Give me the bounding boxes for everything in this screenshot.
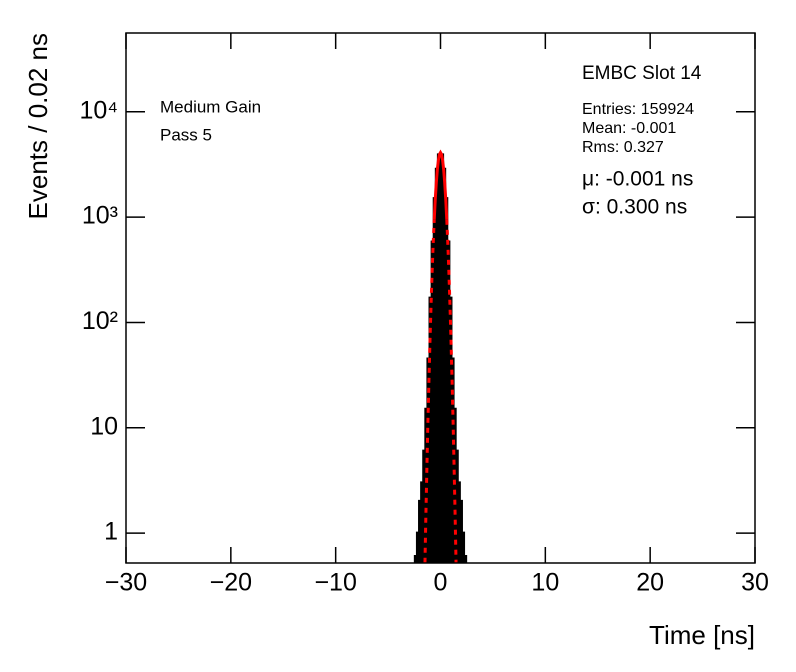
bar: [462, 554, 468, 563]
y-tick-label: 10²: [82, 307, 118, 335]
x-axis-label: Time [ns]: [649, 620, 755, 650]
y-axis-label: Events / 0.02 ns: [23, 33, 53, 219]
y-tick-label: 1: [104, 518, 118, 546]
x-tick-label: 30: [741, 569, 769, 597]
bar: [459, 531, 466, 563]
y-tick-label: 10: [90, 412, 118, 440]
fit-line: [432, 149, 449, 220]
x-tick-label: −10: [314, 569, 356, 597]
stat: Entries: 159924: [582, 101, 694, 118]
chart-title: EMBC Slot 14: [582, 63, 702, 84]
y-tick-label: 10³: [82, 202, 118, 230]
fit-extension: [445, 219, 458, 563]
x-tick-label: 20: [636, 569, 664, 597]
y-tick-label: 10⁴: [79, 96, 118, 124]
annotation: Medium Gain: [160, 97, 261, 116]
stat: Mean: -0.001: [582, 120, 676, 137]
fit-extension: [423, 219, 436, 563]
fit-stat: μ: -0.001 ns: [582, 168, 693, 191]
annotation: Pass 5: [160, 125, 212, 144]
x-tick-label: 0: [434, 569, 448, 597]
stat: Rms: 0.327: [582, 139, 664, 156]
plot-area: [413, 149, 468, 563]
x-tick-label: −20: [210, 569, 252, 597]
x-tick-label: 10: [531, 569, 559, 597]
fit-stat: σ: 0.300 ns: [582, 196, 687, 219]
x-tick-label: −30: [105, 569, 147, 597]
